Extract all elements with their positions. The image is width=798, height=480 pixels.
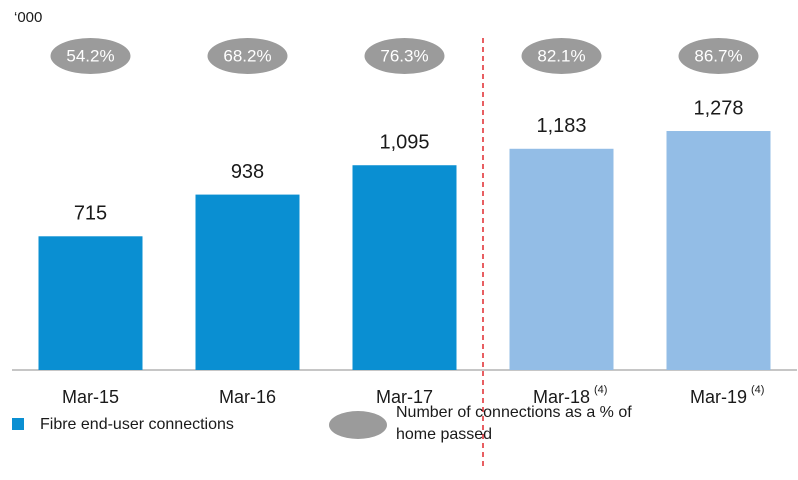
percent-badge <box>521 38 602 74</box>
category-note: (4) <box>594 384 607 396</box>
bar <box>352 165 457 370</box>
bar <box>195 194 300 370</box>
x-tick-label: Mar-17 <box>376 387 433 407</box>
unit-label: ‘000 <box>14 9 42 26</box>
x-tick-label: Mar-15 <box>62 387 119 407</box>
value-label: 1,278 <box>693 97 743 119</box>
bar <box>666 131 771 370</box>
percent-label: 68.2% <box>223 46 271 65</box>
percent-label: 82.1% <box>537 46 585 65</box>
value-label: 715 <box>74 203 107 225</box>
x-tick-label: Mar-16 <box>219 387 276 407</box>
percent-badge <box>50 38 131 74</box>
value-label: 938 <box>231 161 264 183</box>
bar <box>509 148 614 370</box>
percent-label: 76.3% <box>380 46 428 65</box>
value-label: 1,183 <box>536 115 586 137</box>
x-tick-label: Mar-19 <box>690 387 747 407</box>
percent-badge <box>364 38 445 74</box>
percent-label: 54.2% <box>66 46 114 65</box>
percent-badge <box>207 38 288 74</box>
category-note: (4) <box>751 384 764 396</box>
legend-label: Number of connections as a % of home pas… <box>396 404 632 443</box>
percent-label: 86.7% <box>694 46 742 65</box>
value-label: 1,095 <box>379 132 429 154</box>
legend-swatch <box>12 418 24 430</box>
x-tick-label: Mar-18 <box>533 387 590 407</box>
legend-swatch <box>329 411 387 439</box>
percent-badge <box>678 38 759 74</box>
legend-label: Fibre end-user connections <box>40 416 234 433</box>
bar <box>38 236 143 370</box>
